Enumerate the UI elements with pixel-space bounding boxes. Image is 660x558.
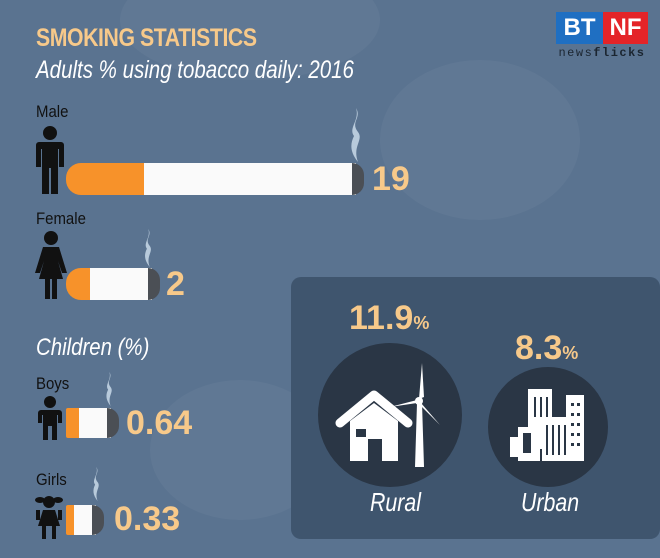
city-buildings-icon	[510, 389, 584, 461]
rural-value-unit: %	[413, 313, 430, 333]
smoke-icon	[93, 467, 99, 501]
urban-circle	[488, 367, 608, 487]
urban-label: Urban	[521, 487, 580, 517]
smoke-icon	[145, 229, 151, 267]
girls-cigarette-bar	[66, 505, 104, 535]
rural-value: 11.9%	[349, 299, 429, 338]
area-panel: 11.9% Rural 8.3%	[291, 277, 660, 539]
girl-icon	[35, 496, 63, 539]
smoke-icon	[106, 372, 112, 406]
girls-value: 0.33	[114, 500, 181, 538]
boy-icon	[38, 396, 62, 440]
brand-logo: BT NF newsflicks	[556, 12, 648, 60]
urban-value: 8.3%	[515, 329, 578, 368]
female-label: Female	[36, 209, 86, 228]
logo-subtext: newsflicks	[556, 46, 648, 60]
rural-circle	[318, 343, 462, 487]
rural-label: Rural	[370, 487, 421, 517]
boys-label: Boys	[36, 374, 70, 393]
male-cigarette-bar	[66, 163, 364, 195]
urban-value-number: 8.3	[515, 329, 563, 367]
female-cigarette-bar	[66, 268, 160, 300]
logo-sub-bold: flicks	[593, 46, 646, 60]
page-subtitle: Adults % using tobacco daily: 2016	[36, 56, 354, 84]
urban-value-unit: %	[562, 343, 579, 363]
male-value: 19	[372, 160, 410, 198]
smoke-icon	[351, 108, 360, 162]
rural-value-number: 11.9	[349, 299, 414, 337]
page-title: SMOKING STATISTICS	[36, 24, 257, 52]
logo-bt: BT	[556, 12, 603, 44]
male-icon	[36, 126, 64, 194]
background-shape	[380, 60, 580, 220]
logo-nf: NF	[603, 12, 648, 44]
girls-label: Girls	[36, 470, 67, 489]
boys-value: 0.64	[126, 404, 193, 442]
female-value: 2	[166, 265, 185, 303]
house-windmill-icon	[335, 363, 440, 467]
logo-sub-regular: news	[558, 46, 594, 60]
boys-cigarette-bar	[66, 408, 119, 438]
female-icon	[35, 231, 67, 299]
children-title: Children (%)	[36, 334, 150, 361]
male-label: Male	[36, 102, 69, 121]
